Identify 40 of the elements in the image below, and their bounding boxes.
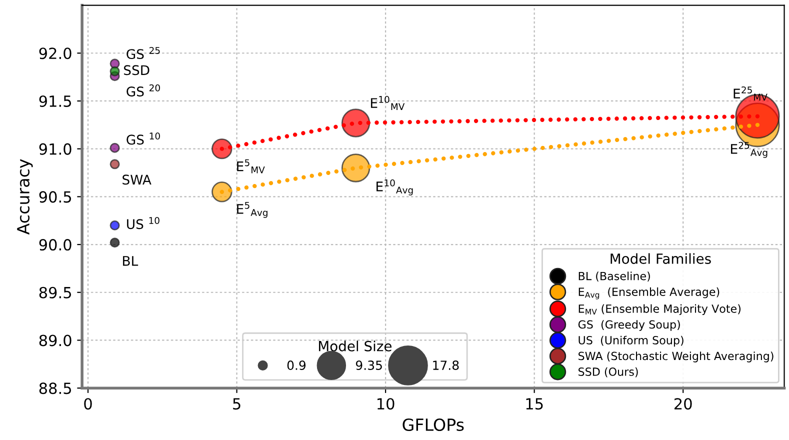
legend-label: E$_{MV}$ (Ensemble Majority Vote) <box>578 304 740 316</box>
legend-label: E$_{Avg}$ (Ensemble Average) <box>578 287 720 300</box>
y-tick-label: 90.5 <box>39 191 71 203</box>
legend-label: 9.35 <box>356 360 382 370</box>
y-tick-label: 88.5 <box>39 382 71 394</box>
annotation: GS $^{20}$ <box>126 84 160 96</box>
legend-title: Model Families <box>610 253 711 264</box>
annotation: E$^{10}$$_{Avg}$ <box>376 179 413 196</box>
legend-label: 0.9 <box>287 360 306 370</box>
annotation: E$^{5}$$_{Avg}$ <box>237 202 268 218</box>
legend-label: 17.8 <box>433 360 459 370</box>
y-tick-label: 89.0 <box>39 334 72 346</box>
x-tick-label: 0 <box>84 398 92 410</box>
y-tick-label: 91.5 <box>39 95 71 107</box>
legend-label: GS (Greedy Soup) <box>578 320 680 331</box>
annotation: E$^{25}$$_{MV}$ <box>734 86 768 101</box>
y-tick-label: 89.5 <box>39 286 71 298</box>
annotation: E$^{10}$$_{MV}$ <box>370 96 405 110</box>
legend-label: SSD (Ours) <box>578 367 638 378</box>
y-tick-label: 91.0 <box>39 143 72 155</box>
x-axis-title: GFLOPs <box>402 418 464 432</box>
legend-label: SWA (Stochastic Weight Averaging) <box>578 352 774 362</box>
annotation: GS $^{25}$ <box>126 46 160 60</box>
annotation: US $^{10}$ <box>127 217 160 230</box>
annotation: BL <box>123 256 138 266</box>
x-tick-label: 10 <box>378 398 394 410</box>
annotation: E$^{25}$$_{Avg}$ <box>731 142 768 158</box>
annotation: GS $^{10}$ <box>126 132 160 145</box>
annotation: SSD <box>124 65 150 76</box>
y-tick-label: 92.0 <box>39 48 72 60</box>
legend-label: US (Uniform Soup) <box>578 336 684 347</box>
legend-label: BL (Baseline) <box>578 272 650 282</box>
y-tick-label: 90.0 <box>39 238 72 251</box>
x-tick-label: 15 <box>526 398 543 410</box>
annotation: Model Size <box>318 340 392 352</box>
x-tick-label: 20 <box>674 398 692 410</box>
y-axis-title: Accuracy <box>17 159 33 235</box>
annotation: E$^{5}$$_{MV}$ <box>237 159 265 174</box>
x-tick-label: 5 <box>233 398 240 410</box>
annotation: SWA <box>122 174 152 185</box>
